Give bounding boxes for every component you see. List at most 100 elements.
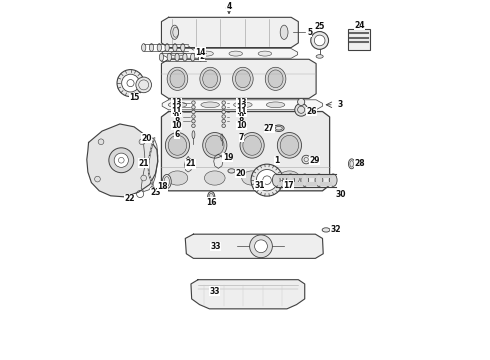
Text: 9: 9 [239,112,244,121]
Ellipse shape [273,125,284,131]
Polygon shape [162,112,330,191]
Ellipse shape [222,115,225,118]
Polygon shape [162,59,316,98]
Ellipse shape [235,70,250,88]
Text: 12: 12 [236,103,246,112]
Text: 11: 11 [236,107,246,116]
Ellipse shape [165,132,190,158]
Circle shape [249,235,272,258]
Circle shape [302,155,310,164]
Ellipse shape [192,101,195,104]
Text: 4: 4 [226,2,232,11]
Polygon shape [297,103,305,115]
Text: 17: 17 [283,181,294,190]
Text: 3: 3 [338,100,343,109]
Ellipse shape [267,102,285,108]
Ellipse shape [168,102,187,108]
Circle shape [122,74,140,92]
Circle shape [311,32,328,49]
Ellipse shape [301,174,309,186]
Ellipse shape [233,67,253,90]
Ellipse shape [200,51,213,56]
Ellipse shape [192,115,195,118]
Polygon shape [191,280,305,309]
Text: 23: 23 [150,188,161,197]
Text: 6: 6 [174,130,179,139]
Text: 32: 32 [330,225,341,234]
Ellipse shape [167,67,188,90]
Ellipse shape [348,159,355,169]
Ellipse shape [162,175,171,189]
Circle shape [109,148,134,173]
Text: 8: 8 [239,117,244,126]
Ellipse shape [315,174,323,186]
Ellipse shape [222,120,225,123]
Text: 29: 29 [309,156,319,165]
Polygon shape [162,17,298,48]
Text: 30: 30 [336,190,346,199]
Ellipse shape [167,53,171,61]
Ellipse shape [222,101,225,104]
Ellipse shape [265,67,286,90]
Text: 11: 11 [172,107,182,116]
Circle shape [141,175,147,181]
Ellipse shape [171,51,184,56]
Text: 10: 10 [172,121,182,130]
Text: 28: 28 [354,159,365,168]
Text: 9: 9 [174,112,179,121]
Ellipse shape [277,132,301,158]
Polygon shape [87,124,158,197]
Ellipse shape [329,174,337,186]
Text: 20: 20 [141,134,151,143]
Text: 12: 12 [172,103,182,112]
Ellipse shape [200,67,220,90]
Ellipse shape [192,110,195,114]
Ellipse shape [191,53,195,61]
Ellipse shape [192,131,195,139]
Ellipse shape [204,171,225,185]
Ellipse shape [167,171,188,185]
Text: 8: 8 [174,117,179,126]
Text: 33: 33 [210,287,220,296]
Ellipse shape [173,44,177,51]
Ellipse shape [322,228,330,232]
Ellipse shape [240,132,264,158]
Polygon shape [162,100,322,110]
Ellipse shape [242,171,263,185]
Ellipse shape [205,135,224,155]
Text: 25: 25 [315,22,325,31]
Polygon shape [214,154,223,168]
Ellipse shape [268,70,283,88]
Circle shape [114,153,128,167]
Ellipse shape [181,44,185,51]
Ellipse shape [228,169,235,173]
Text: 14: 14 [196,48,206,57]
Circle shape [95,176,100,182]
Ellipse shape [222,110,225,114]
Circle shape [295,103,308,116]
Circle shape [297,98,305,105]
Text: 24: 24 [354,21,365,30]
Ellipse shape [279,171,300,185]
Text: 16: 16 [206,198,217,207]
Polygon shape [141,136,158,192]
Text: 15: 15 [130,93,140,102]
Ellipse shape [272,174,280,186]
Text: 26: 26 [307,107,317,116]
Ellipse shape [198,53,203,61]
Text: 27: 27 [264,124,274,133]
Polygon shape [185,157,193,172]
Ellipse shape [287,174,294,186]
Ellipse shape [222,105,225,109]
Ellipse shape [316,55,323,58]
Circle shape [98,139,104,145]
Ellipse shape [175,53,179,61]
Text: 21: 21 [139,159,149,168]
Circle shape [255,240,268,253]
Ellipse shape [183,53,187,61]
Text: 18: 18 [157,182,168,191]
Ellipse shape [258,51,271,56]
Text: 19: 19 [222,153,233,162]
Ellipse shape [234,102,252,108]
Text: 2: 2 [200,52,205,61]
